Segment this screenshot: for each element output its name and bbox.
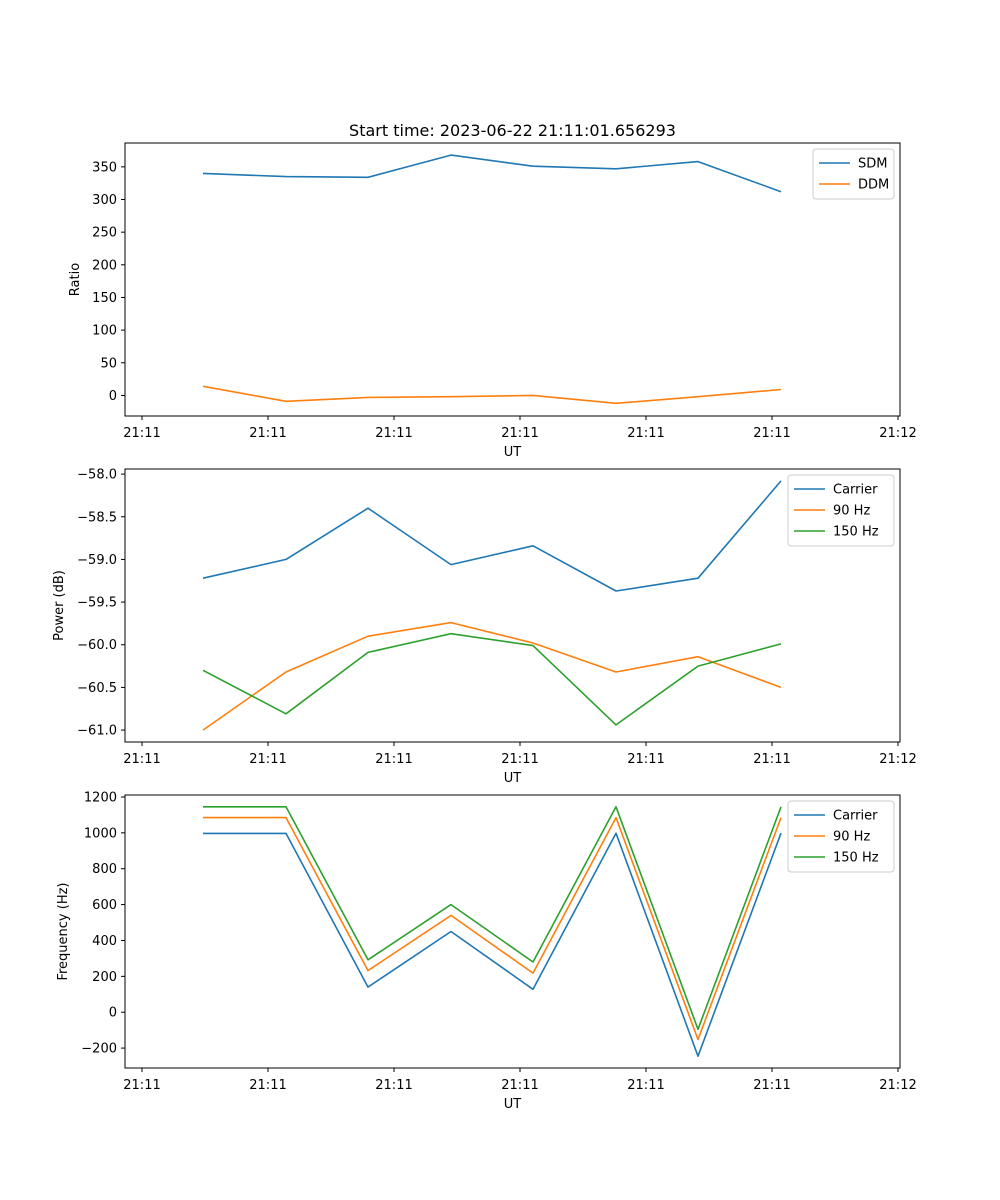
x-tick-label: 21:11 bbox=[375, 1078, 412, 1093]
series-line-ddm bbox=[202, 385, 782, 405]
y-tick-label: 50 bbox=[100, 356, 117, 371]
x-tick-label: 21:11 bbox=[249, 426, 286, 441]
legend-label: 150 Hz bbox=[833, 851, 879, 866]
y-tick-label: −58.0 bbox=[77, 468, 117, 483]
x-tick-label: 21:11 bbox=[501, 752, 538, 767]
x-tick-label: 21:11 bbox=[123, 752, 160, 767]
legend: Carrier 90 Hz 150 Hz bbox=[787, 474, 895, 547]
y-tick-label: −60.0 bbox=[77, 638, 117, 653]
legend-box bbox=[787, 800, 895, 873]
x-axis-label: UT bbox=[504, 771, 522, 786]
series-line-150-hz bbox=[203, 805, 782, 1031]
series-line-90-hz bbox=[202, 621, 782, 731]
x-tick-label: 21:12 bbox=[879, 1078, 916, 1093]
x-tick-label: 21:11 bbox=[501, 1078, 538, 1093]
chart-panel-1: Start time: 2023-06-22 21:11:01.656293 21… bbox=[68, 121, 917, 460]
legend-label: Carrier bbox=[833, 483, 878, 498]
legend: Carrier 90 Hz 150 Hz bbox=[787, 800, 895, 873]
x-tick-label: 21:12 bbox=[879, 426, 916, 441]
series-line-150-hz bbox=[202, 632, 782, 726]
y-tick-label: 1200 bbox=[84, 790, 117, 805]
x-tick-label: 21:11 bbox=[627, 426, 664, 441]
chart-panel-2: 21:11 21:11 21:11 21:11 21:11 21:11 21:12 −58.0… bbox=[52, 468, 917, 786]
legend-label: 150 Hz bbox=[833, 525, 879, 540]
y-tick-label: 600 bbox=[92, 898, 117, 913]
y-axis-label: Power (dB) bbox=[52, 570, 67, 641]
y-tick-label: −59.5 bbox=[77, 596, 117, 611]
x-tick-label: 21:11 bbox=[123, 1078, 160, 1093]
y-tick-label: 800 bbox=[92, 862, 117, 877]
legend-label: 90 Hz bbox=[833, 830, 870, 845]
x-axis-label: UT bbox=[504, 445, 522, 460]
y-tick-label: 200 bbox=[92, 258, 117, 273]
x-tick-label: 21:11 bbox=[627, 1078, 664, 1093]
x-tick-label: 21:11 bbox=[123, 426, 160, 441]
y-tick-label: 300 bbox=[92, 193, 117, 208]
y-axis-label: Ratio bbox=[68, 263, 83, 296]
legend: SDM DDM bbox=[812, 148, 895, 200]
axes-frame bbox=[124, 468, 901, 743]
y-tick-label: −60.5 bbox=[77, 681, 117, 696]
chart-title: Start time: 2023-06-22 21:11:01.656293 bbox=[349, 121, 676, 140]
x-tick-label: 21:11 bbox=[501, 426, 538, 441]
y-tick-label: −59.0 bbox=[77, 553, 117, 568]
legend-label: SDM bbox=[858, 157, 887, 172]
y-tick-label: −61.0 bbox=[77, 724, 117, 739]
y-tick-label: 150 bbox=[92, 291, 117, 306]
y-tick-label: 400 bbox=[92, 934, 117, 949]
x-axis-label: UT bbox=[504, 1097, 522, 1112]
x-tick-label: 21:11 bbox=[627, 752, 664, 767]
x-tick-label: 21:11 bbox=[753, 1078, 790, 1093]
legend-box bbox=[787, 474, 895, 547]
legend-label: Carrier bbox=[833, 809, 878, 824]
x-tick-label: 21:11 bbox=[375, 426, 412, 441]
series-line-carrier bbox=[203, 832, 782, 1057]
series-line-90-hz bbox=[203, 816, 782, 1041]
y-tick-label: 250 bbox=[92, 226, 117, 241]
x-tick-label: 21:11 bbox=[753, 752, 790, 767]
y-tick-label: −58.5 bbox=[77, 510, 117, 525]
axes-frame bbox=[124, 794, 901, 1069]
y-tick-label: −200 bbox=[81, 1042, 117, 1057]
x-tick-label: 21:11 bbox=[753, 426, 790, 441]
y-axis-label: Frequency (Hz) bbox=[56, 882, 71, 980]
y-tick-label: 0 bbox=[109, 389, 117, 404]
y-tick-label: 0 bbox=[109, 1006, 117, 1021]
y-tick-label: 200 bbox=[92, 970, 117, 985]
legend-label: DDM bbox=[858, 178, 889, 193]
x-tick-label: 21:11 bbox=[249, 752, 286, 767]
y-tick-label: 350 bbox=[92, 160, 117, 175]
axes-frame bbox=[124, 142, 901, 417]
chart-panel-3: 21:11 21:11 21:11 21:11 21:11 21:11 21:12 −200 0… bbox=[56, 790, 917, 1112]
x-tick-label: 21:11 bbox=[249, 1078, 286, 1093]
legend-box bbox=[812, 148, 895, 200]
series-line-carrier bbox=[202, 480, 782, 592]
y-tick-label: 100 bbox=[92, 324, 117, 339]
series-line-sdm bbox=[202, 154, 782, 193]
x-tick-label: 21:12 bbox=[879, 752, 916, 767]
legend-label: 90 Hz bbox=[833, 504, 870, 519]
y-tick-label: 1000 bbox=[84, 826, 117, 841]
x-tick-label: 21:11 bbox=[375, 752, 412, 767]
